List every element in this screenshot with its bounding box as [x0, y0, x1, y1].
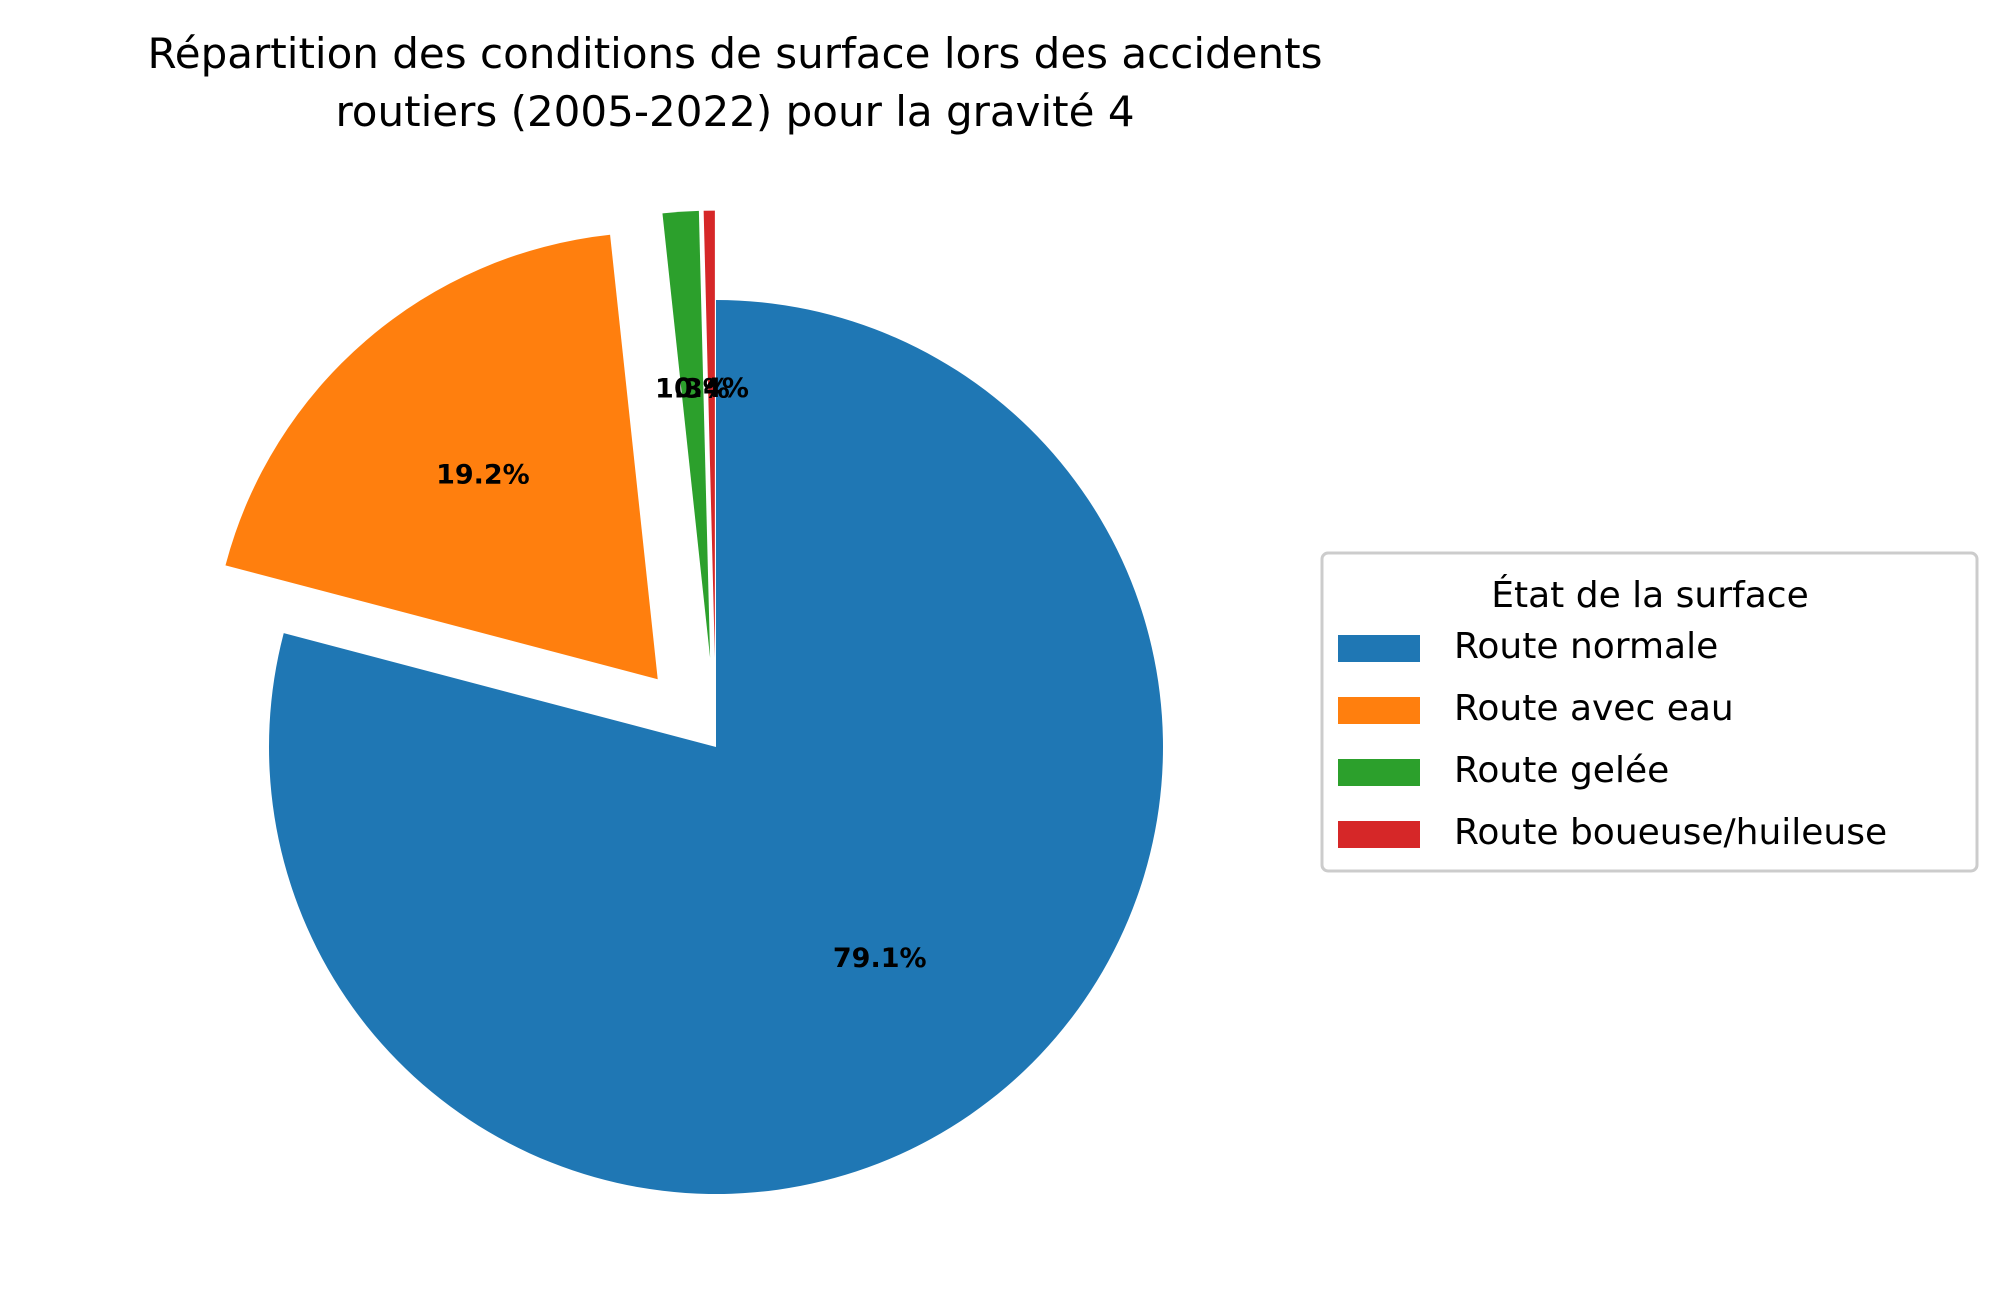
- chart-title: Répartition des conditions de surface lo…: [148, 29, 1323, 136]
- legend-label: Route normale: [1454, 626, 1718, 667]
- slice-percentage-label: 1.3%: [655, 374, 730, 405]
- legend-label: Route boueuse/huileuse: [1454, 812, 1887, 853]
- slice-percentage-label: 79.1%: [833, 943, 927, 974]
- pie-slices: [225, 210, 1163, 1194]
- legend-title: État de la surface: [1491, 574, 1808, 616]
- chart-title-line-1: Répartition des conditions de surface lo…: [148, 29, 1323, 78]
- percentage-labels: 79.1% 19.2% 1.3%0.4%: [436, 373, 926, 974]
- slice-percentage-label: 0.4%: [674, 373, 749, 404]
- legend-swatch: [1338, 635, 1420, 662]
- chart-title-line-2: routiers (2005-2022) pour la gravité 4: [335, 87, 1134, 136]
- legend-swatch: [1338, 697, 1420, 724]
- pie-slice-route-avec-eau: [225, 234, 658, 680]
- pie-slice-route-normale: [268, 300, 1163, 1194]
- legend-items: Route normale Route avec eau Route gelée Ro…: [1338, 626, 1887, 853]
- legend-label: Route avec eau: [1454, 688, 1734, 729]
- legend-swatch: [1338, 759, 1420, 786]
- pie-slice-route-gel-e: [662, 210, 711, 658]
- legend-frame: [1320, 551, 1979, 873]
- legend: État de la surface Route normale Route av…: [1320, 551, 1979, 873]
- legend-label: Route gelée: [1454, 750, 1669, 791]
- slice-percentage-label: 19.2%: [436, 459, 530, 490]
- pie-slice-route-boueuse-huileuse: [703, 210, 715, 658]
- legend-swatch: [1338, 821, 1420, 848]
